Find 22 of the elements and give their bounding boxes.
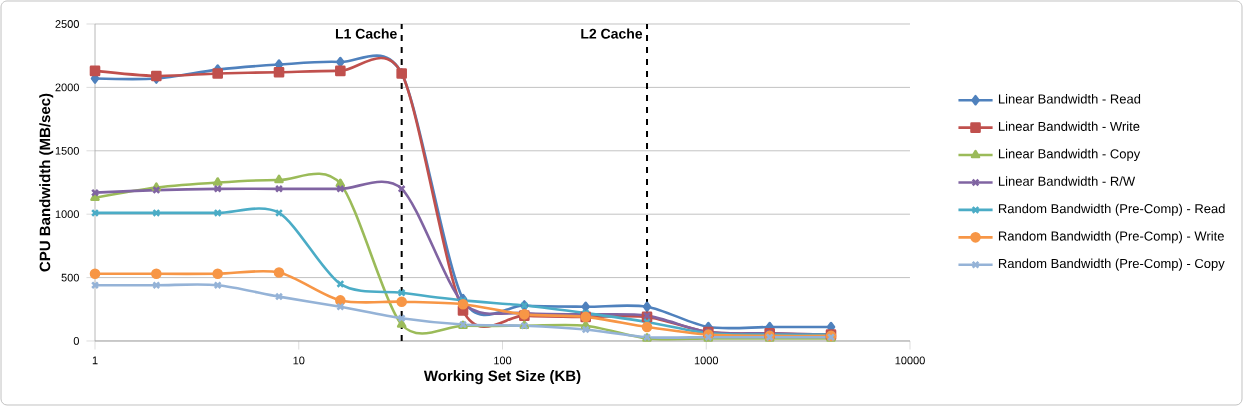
y-tick-label: 1000 — [55, 210, 79, 219]
x-tick-label: 1 — [92, 356, 98, 365]
legend-label: Random Bandwidth (Pre-Comp) - Write — [998, 231, 1224, 244]
x-tick-label: 100 — [494, 356, 512, 365]
y-tick-label: 0 — [73, 337, 79, 345]
y-axis-title: CPU Bandwidth (MB/sec) — [39, 93, 54, 272]
y-tick-label: 2500 — [55, 20, 79, 28]
x-axis-title: Working Set Size (KB) — [423, 370, 581, 385]
legend-label: Random Bandwidth (Pre-Comp) - Read — [998, 203, 1225, 216]
y-tick-label: 1500 — [55, 146, 79, 155]
ref-line-label: L1 Cache — [335, 28, 397, 39]
x-tick-label: 10 — [293, 356, 305, 365]
legend-label: Linear Bandwidth - Write — [998, 121, 1140, 131]
legend-label: Linear Bandwidth - Read — [998, 94, 1141, 104]
x-tick-label: 1000 — [694, 356, 719, 365]
x-tick-label: 10000 — [895, 356, 925, 365]
legend-label: Linear Bandwidth - Copy — [998, 148, 1141, 161]
y-tick-label: 2000 — [55, 83, 79, 92]
legend-label: Random Bandwidth (Pre-Comp) - Copy — [998, 258, 1225, 271]
legend-label: Linear Bandwidth - R/W — [998, 176, 1136, 186]
ref-line-label: L2 Cache — [581, 28, 643, 39]
y-tick-label: 500 — [61, 273, 79, 282]
